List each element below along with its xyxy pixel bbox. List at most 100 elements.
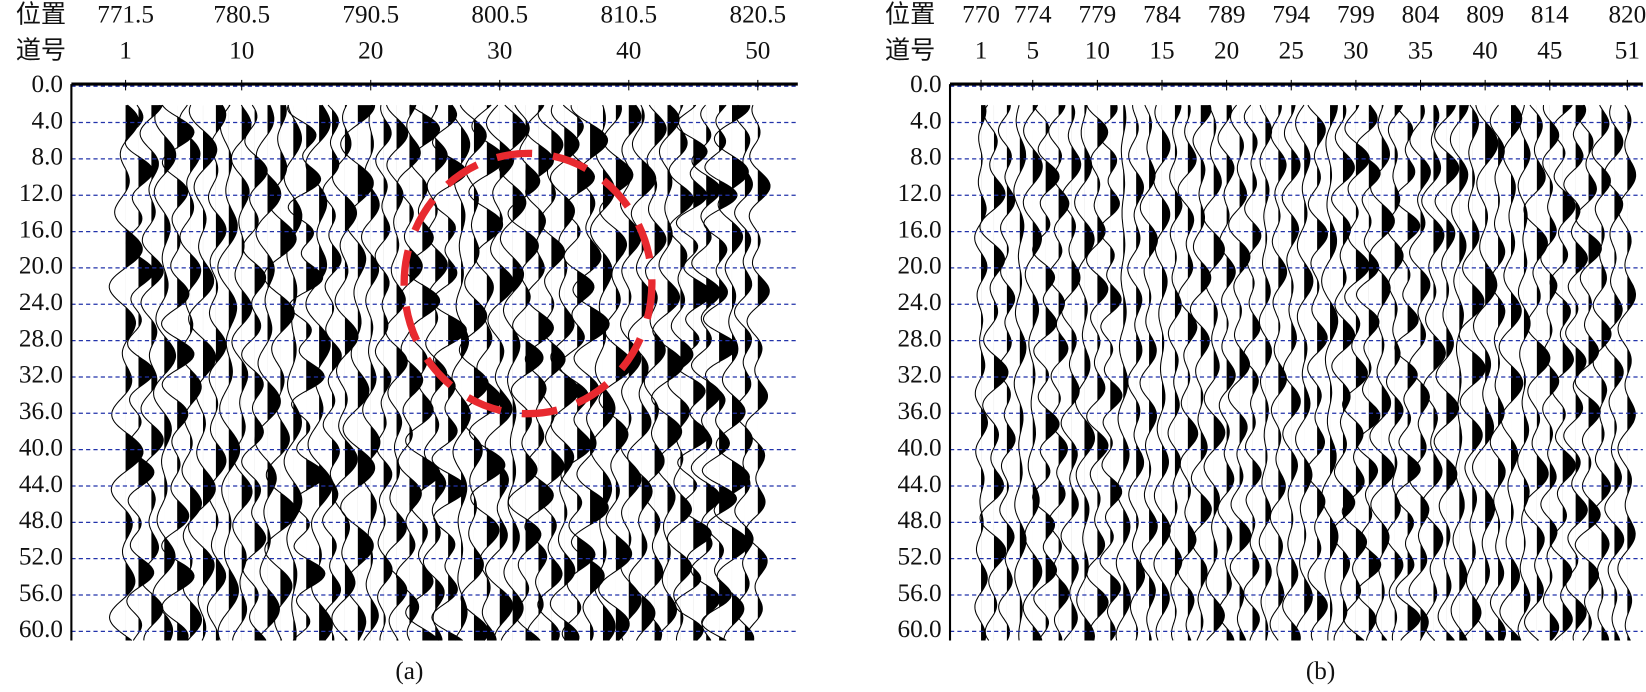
- trace: [1574, 104, 1602, 641]
- trace: [498, 104, 527, 641]
- trace-fill: [293, 105, 302, 641]
- trace-fill: [151, 105, 164, 641]
- trace: [701, 104, 738, 641]
- trace-fill: [1381, 105, 1395, 641]
- y-tick-label: 56.0: [19, 580, 63, 607]
- x-tick-label: 820: [1608, 2, 1646, 29]
- trace-fill: [1407, 105, 1421, 641]
- trace-fill: [1149, 105, 1158, 641]
- x2-tick-label: 10: [229, 37, 254, 64]
- y-tick-label: 44.0: [19, 471, 63, 498]
- trace: [979, 104, 1009, 641]
- trace: [1086, 104, 1109, 641]
- y-tick-label: 44.0: [898, 471, 942, 498]
- trace-fill: [1123, 105, 1131, 641]
- trace: [1617, 104, 1637, 641]
- trace-fill: [1446, 105, 1459, 641]
- y-tick-label: 20.0: [19, 253, 63, 280]
- trace: [1321, 105, 1339, 641]
- trace-fill: [138, 105, 154, 641]
- trace: [468, 104, 506, 641]
- trace: [161, 104, 195, 641]
- y-tick-label: 12.0: [898, 180, 942, 207]
- trace: [1295, 104, 1314, 641]
- trace-fill: [409, 105, 423, 641]
- trace-fill: [1627, 105, 1636, 641]
- x2-tick-label: 30: [1343, 37, 1368, 64]
- trace-fill: [1084, 105, 1095, 641]
- trace-fill: [1265, 105, 1272, 641]
- trace: [1604, 104, 1625, 641]
- y-tick-label: 4.0: [32, 107, 63, 134]
- trace: [1305, 104, 1329, 641]
- trace: [241, 104, 268, 641]
- trace: [1022, 104, 1043, 641]
- trace: [1243, 104, 1262, 641]
- trace-fill: [370, 105, 380, 641]
- trace: [1258, 104, 1273, 641]
- trace-fill: [241, 105, 253, 641]
- trace: [558, 104, 596, 641]
- trace: [404, 104, 441, 641]
- x2-tick-label: 45: [1537, 37, 1562, 64]
- trace: [642, 104, 667, 641]
- x-tick-label: 794: [1272, 2, 1310, 29]
- x-tick-label: 820.5: [729, 2, 786, 29]
- trace: [524, 104, 554, 641]
- y-tick-label: 40.0: [19, 434, 63, 461]
- trace: [230, 104, 253, 641]
- y-tick-label: 52.0: [19, 543, 63, 570]
- trace-fill: [499, 105, 515, 641]
- x-tick-label: 779: [1078, 2, 1116, 29]
- trace-fill: [1575, 105, 1588, 641]
- trace-fill: [525, 105, 544, 641]
- trace: [1489, 104, 1506, 641]
- trace-fill: [1459, 105, 1469, 641]
- x-tick-label: 800.5: [471, 2, 528, 29]
- trace: [1433, 104, 1460, 641]
- x2-tick-label: 20: [358, 37, 383, 64]
- trace: [431, 104, 467, 641]
- trace: [384, 104, 409, 641]
- trace-fill: [993, 105, 1008, 641]
- x-tick-label: 790.5: [342, 2, 399, 29]
- x2-tick-label: 5: [1026, 37, 1039, 64]
- trace: [1074, 105, 1095, 641]
- trace: [217, 104, 241, 641]
- y-tick-label: 36.0: [898, 398, 942, 425]
- trace: [745, 104, 771, 641]
- trace: [507, 104, 544, 641]
- trace: [1420, 104, 1446, 641]
- y-tick-label: 0.0: [32, 71, 63, 98]
- trace: [1227, 104, 1252, 641]
- caption: (b): [1306, 658, 1335, 685]
- trace-fill: [731, 105, 750, 641]
- trace: [1591, 104, 1612, 641]
- trace-fill: [981, 105, 988, 641]
- trace-fill: [383, 105, 393, 641]
- trace: [1540, 105, 1560, 641]
- trace-fill: [680, 105, 694, 641]
- trace-fill: [1342, 105, 1355, 641]
- trace-fill: [177, 105, 194, 641]
- trace: [1549, 104, 1576, 641]
- trace: [178, 104, 203, 641]
- trace-fill: [332, 105, 342, 641]
- trace-fill: [1071, 105, 1081, 641]
- x-tick-label: 810.5: [600, 2, 657, 29]
- x2-tick-label: 1: [975, 37, 988, 64]
- trace: [108, 104, 144, 641]
- trace-fill: [1562, 105, 1576, 641]
- trace-fill: [1097, 105, 1109, 641]
- trace: [1153, 104, 1171, 641]
- trace: [1217, 104, 1236, 641]
- trace: [1498, 104, 1524, 641]
- trace: [458, 104, 490, 641]
- trace: [395, 104, 424, 641]
- trace-fill: [654, 105, 667, 641]
- trace-fill: [1213, 105, 1225, 641]
- trace: [305, 104, 333, 641]
- trace-fill: [1161, 105, 1171, 641]
